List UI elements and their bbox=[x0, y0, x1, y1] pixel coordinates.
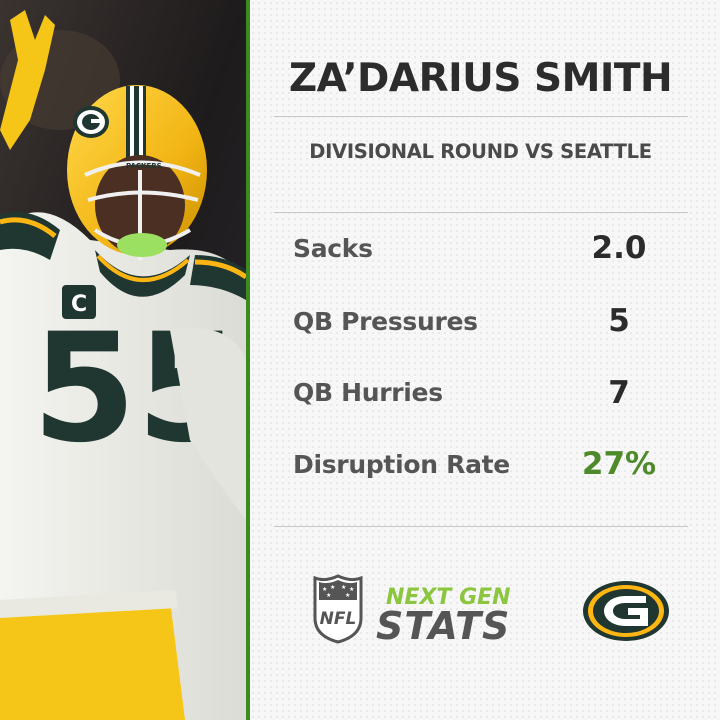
ngs-line2: STATS bbox=[376, 604, 510, 644]
player-photo: 55 PACKERS C bbox=[0, 0, 246, 720]
stat-value-qb-pressures: 5 bbox=[608, 303, 630, 339]
nfl-shield-logo: ★ ★ ★ ★ ★ ★ NFL bbox=[311, 574, 365, 648]
svg-text:★: ★ bbox=[341, 584, 346, 591]
svg-text:★: ★ bbox=[349, 586, 354, 593]
svg-text:★: ★ bbox=[322, 586, 327, 593]
stat-label-disruption-rate: Disruption Rate bbox=[293, 450, 510, 479]
stat-value-qb-hurries: 7 bbox=[608, 375, 630, 411]
stat-value-disruption-rate: 27% bbox=[581, 446, 657, 482]
captain-patch: C bbox=[71, 292, 87, 317]
divider bbox=[274, 116, 688, 117]
game-subtitle: DIVISIONAL ROUND VS SEATTLE bbox=[309, 140, 652, 163]
svg-text:★: ★ bbox=[345, 592, 350, 599]
stat-label-qb-hurries: QB Hurries bbox=[293, 378, 443, 407]
divider bbox=[274, 526, 688, 527]
divider bbox=[274, 212, 688, 213]
stat-value-sacks: 2.0 bbox=[591, 230, 647, 266]
svg-text:★: ★ bbox=[330, 584, 335, 591]
accent-stripe bbox=[246, 0, 250, 720]
stat-label-sacks: Sacks bbox=[293, 234, 373, 263]
helmet-text: PACKERS bbox=[126, 162, 162, 170]
packers-g-logo bbox=[582, 580, 670, 646]
svg-text:★: ★ bbox=[326, 592, 331, 599]
player-name: ZA’DARIUS SMITH bbox=[288, 56, 673, 101]
stat-label-qb-pressures: QB Pressures bbox=[293, 307, 478, 336]
nfl-shield-text: NFL bbox=[320, 609, 357, 629]
next-gen-stats-logo: NEXT GEN STATS bbox=[374, 578, 549, 648]
ngs-line1: NEXT GEN bbox=[386, 585, 511, 610]
